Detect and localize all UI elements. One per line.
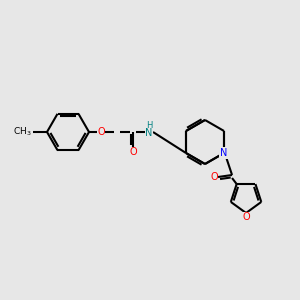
Text: CH$_3$: CH$_3$ — [14, 126, 32, 138]
Text: O: O — [97, 127, 105, 137]
Text: N: N — [145, 128, 153, 138]
Text: O: O — [242, 212, 250, 222]
Text: O: O — [210, 172, 218, 182]
Text: N: N — [220, 148, 228, 158]
Text: H: H — [146, 121, 152, 130]
Text: O: O — [129, 147, 137, 157]
